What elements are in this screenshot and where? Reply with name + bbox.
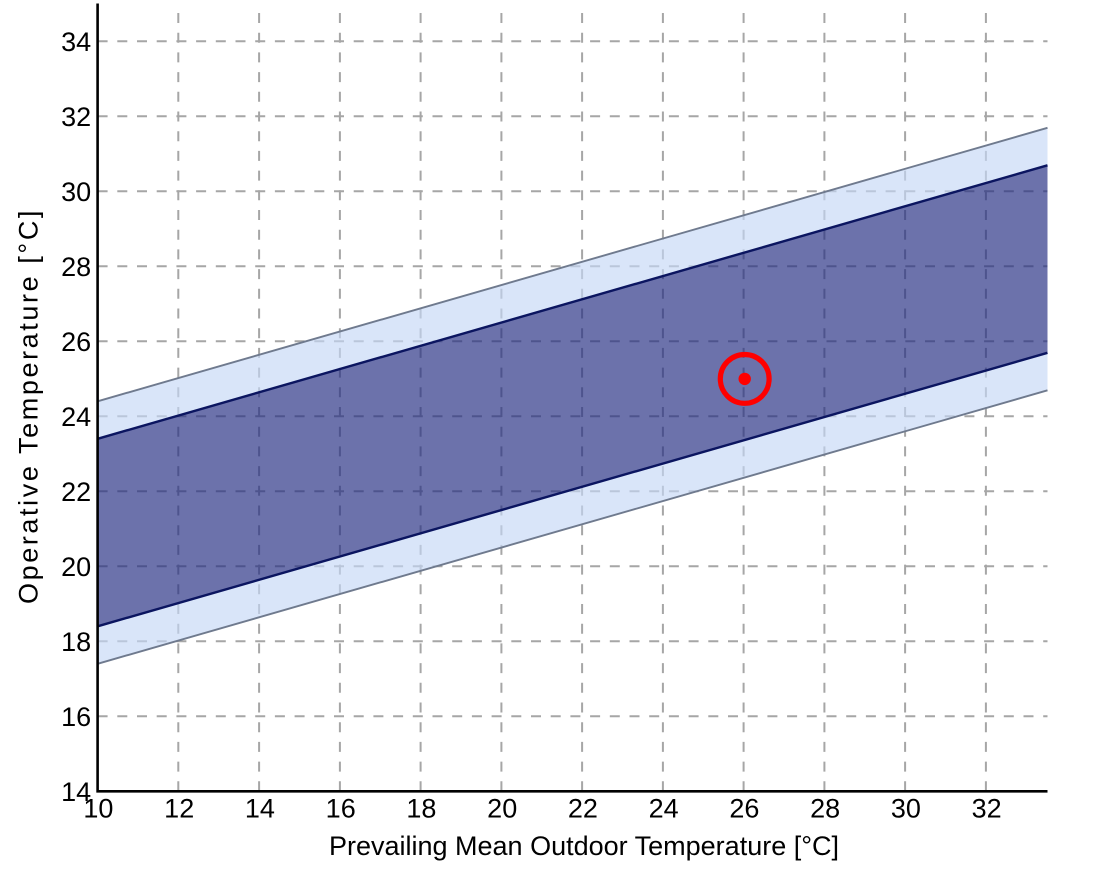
svg-text:20: 20 (61, 552, 91, 582)
svg-text:18: 18 (61, 627, 91, 657)
svg-text:30: 30 (891, 794, 921, 824)
svg-text:Prevailing Mean Outdoor Temper: Prevailing Mean Outdoor Temperature [°C] (329, 831, 839, 861)
svg-text:30: 30 (61, 177, 91, 207)
svg-text:28: 28 (61, 252, 91, 282)
svg-text:34: 34 (61, 27, 91, 57)
svg-text:26: 26 (729, 794, 759, 824)
svg-text:22: 22 (568, 794, 598, 824)
svg-text:32: 32 (972, 794, 1002, 824)
svg-text:24: 24 (649, 794, 679, 824)
svg-text:22: 22 (61, 477, 91, 507)
svg-text:18: 18 (406, 794, 436, 824)
svg-text:28: 28 (810, 794, 840, 824)
svg-text:24: 24 (61, 402, 91, 432)
svg-text:14: 14 (245, 794, 275, 824)
svg-text:16: 16 (61, 702, 91, 732)
svg-text:16: 16 (326, 794, 356, 824)
svg-text:10: 10 (83, 794, 113, 824)
svg-text:20: 20 (487, 794, 517, 824)
svg-text:14: 14 (61, 777, 91, 807)
svg-text:32: 32 (61, 102, 91, 132)
svg-text:26: 26 (61, 327, 91, 357)
svg-text:12: 12 (164, 794, 194, 824)
svg-text:Operative Temperature [°C]: Operative Temperature [°C] (13, 208, 43, 604)
